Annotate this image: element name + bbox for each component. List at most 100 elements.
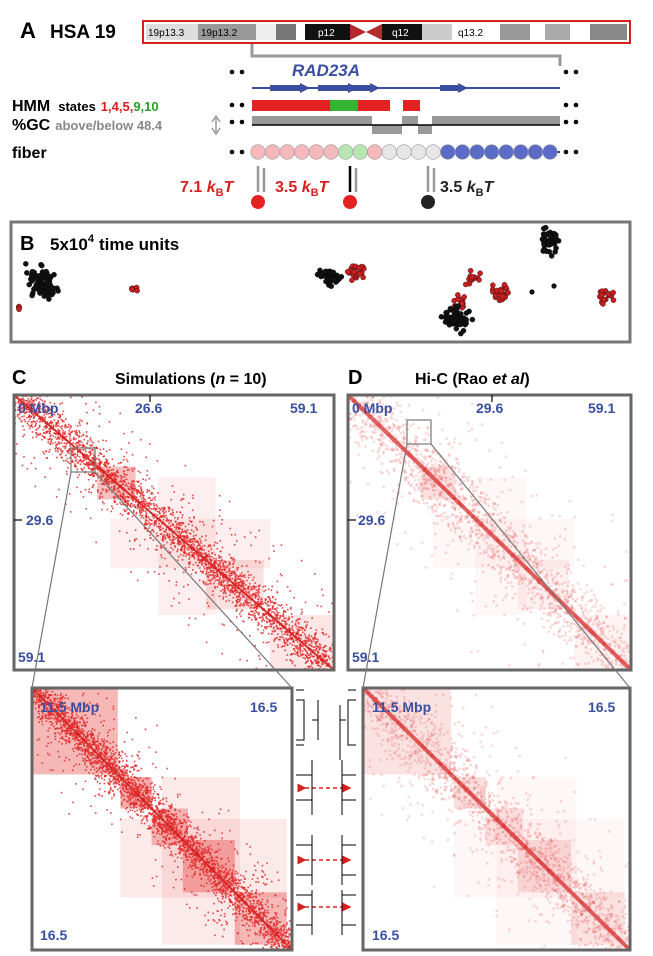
contact xyxy=(453,527,457,531)
contact xyxy=(619,653,623,657)
contact xyxy=(309,653,312,656)
contact xyxy=(510,535,513,538)
contact xyxy=(89,464,91,467)
contact xyxy=(458,536,462,539)
contact xyxy=(143,538,146,541)
contact xyxy=(404,459,407,463)
contact xyxy=(184,529,186,532)
contact xyxy=(140,489,143,492)
contact xyxy=(149,499,152,502)
contact xyxy=(380,443,383,447)
contact xyxy=(236,584,238,586)
contact xyxy=(265,613,268,615)
contact xyxy=(407,464,411,467)
contact xyxy=(33,417,35,419)
contact xyxy=(434,470,438,474)
contact xyxy=(235,579,238,581)
contact xyxy=(605,615,608,618)
contact xyxy=(69,431,72,434)
contact xyxy=(397,459,400,462)
contact xyxy=(536,563,540,566)
contact xyxy=(432,488,435,492)
contact xyxy=(594,602,598,605)
contact xyxy=(414,479,417,482)
contact xyxy=(149,442,151,445)
contact xyxy=(423,502,426,505)
contact xyxy=(354,441,358,444)
contact xyxy=(404,453,408,456)
contact xyxy=(49,401,52,404)
contact xyxy=(576,630,579,633)
contact xyxy=(308,643,310,646)
contact xyxy=(566,599,569,603)
contact xyxy=(146,523,149,525)
contact xyxy=(243,574,246,576)
dot xyxy=(573,119,579,125)
contact xyxy=(19,418,22,421)
contact xyxy=(433,468,437,472)
contact xyxy=(197,542,200,545)
contact xyxy=(312,656,315,658)
contact xyxy=(57,413,59,416)
contact xyxy=(243,602,245,604)
contact xyxy=(172,514,174,516)
contact xyxy=(98,425,101,428)
states-red: 1,4,5, xyxy=(101,99,134,114)
contact xyxy=(113,487,116,489)
contact xyxy=(208,555,211,558)
contact xyxy=(297,629,300,632)
contact xyxy=(78,460,80,462)
contact xyxy=(270,611,273,613)
contact xyxy=(288,638,290,640)
contact xyxy=(222,562,225,564)
contact xyxy=(499,571,502,574)
contact xyxy=(603,648,607,651)
contact xyxy=(69,440,71,442)
contact xyxy=(86,411,88,414)
contact xyxy=(221,569,224,571)
contact xyxy=(236,591,239,594)
contact xyxy=(23,429,25,431)
contact xyxy=(89,453,92,455)
contact xyxy=(590,609,593,612)
contact xyxy=(556,554,559,557)
contact xyxy=(594,617,597,621)
contact xyxy=(297,626,300,629)
contact xyxy=(121,498,124,501)
contact xyxy=(402,458,405,462)
contact xyxy=(527,578,531,581)
contact xyxy=(83,459,85,462)
contact xyxy=(182,535,184,537)
contact xyxy=(70,431,73,434)
contact xyxy=(163,516,166,519)
contact xyxy=(388,439,391,442)
contact xyxy=(91,458,94,461)
contact xyxy=(32,399,35,402)
contact xyxy=(31,426,34,428)
contact xyxy=(216,575,218,578)
contact xyxy=(596,658,599,662)
contact xyxy=(148,489,151,492)
contact xyxy=(78,473,81,476)
contact xyxy=(429,455,432,458)
contact xyxy=(328,656,330,659)
contact xyxy=(540,570,544,573)
contact xyxy=(273,638,276,641)
contact xyxy=(47,409,50,412)
contact xyxy=(110,469,113,471)
contact xyxy=(607,657,610,660)
contact xyxy=(257,598,260,601)
contact xyxy=(180,545,183,548)
contact xyxy=(394,460,398,463)
contact xyxy=(502,557,506,560)
contact xyxy=(168,508,171,510)
contact xyxy=(540,559,544,562)
contact xyxy=(321,631,324,634)
contact xyxy=(148,477,151,480)
contact xyxy=(566,624,569,628)
contact xyxy=(493,529,497,533)
contact xyxy=(559,615,562,618)
contact xyxy=(587,620,590,624)
contact xyxy=(127,487,130,490)
contact xyxy=(159,565,161,568)
